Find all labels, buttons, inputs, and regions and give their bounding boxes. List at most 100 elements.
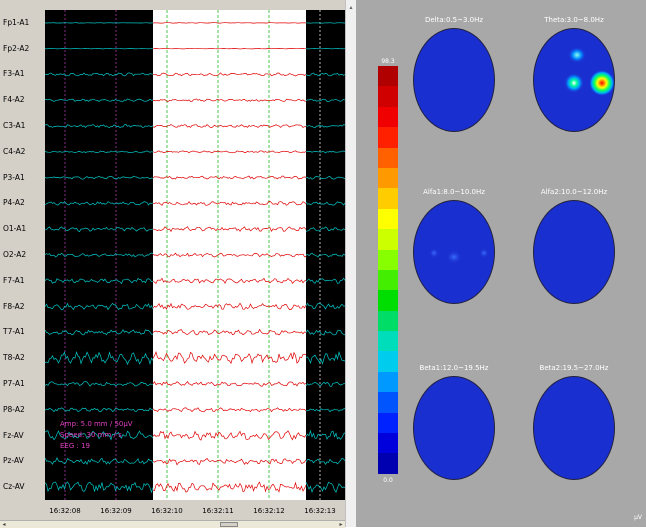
unit-label: µV — [634, 514, 642, 521]
colorbar-segment — [378, 290, 398, 311]
eeg-trace-fz-av — [305, 429, 345, 440]
channel-label: Fp2-A2 — [3, 43, 30, 53]
eeg-trace-o1-a1 — [152, 226, 307, 233]
eeg-trace-p4-a2 — [152, 200, 307, 206]
colorbar-segment — [378, 351, 398, 372]
channel-label: C3-A1 — [3, 121, 26, 131]
eeg-trace-o1-a1 — [45, 226, 154, 233]
eeg-channel-count: EEG : 19 — [60, 442, 90, 450]
eeg-trace-t7-a1 — [45, 329, 154, 336]
eeg-trace-p3-a1 — [152, 175, 307, 180]
channel-label: Cz-AV — [3, 482, 25, 492]
channel-label: P8-A2 — [3, 404, 25, 414]
amplitude-setting: Amp: 5.0 mm / 50µV — [60, 420, 133, 428]
map-title-beta2: Beta2:19.5~27.0Hz — [539, 364, 609, 372]
color-scale-bar — [378, 66, 398, 474]
map-title-beta1: Beta1:12.0~19.5Hz — [419, 364, 489, 372]
colorbar-segment — [378, 453, 398, 474]
eeg-trace-pz-av — [45, 457, 154, 466]
colorbar-segment — [378, 229, 398, 250]
time-tick-label: 16:32:12 — [253, 507, 285, 515]
recording-settings-overlay: Amp: 5.0 mm / 50µV Speed: 30 mm / s EEG … — [60, 419, 133, 452]
theta-activity-spots — [564, 47, 614, 96]
head-map-beta1[interactable] — [413, 376, 495, 480]
eeg-trace-c4-a2 — [45, 150, 154, 154]
eeg-trace-t8-a2 — [305, 350, 345, 365]
time-axis: 16:32:08 16:32:09 16:32:10 16:32:11 16:32:12… — [45, 500, 345, 520]
channel-label-column: Fp1-A1 Fp2-A2 F3-A1 F4-A2 C3-A1 C4-A2 P3-A1 P4-… — [0, 10, 45, 500]
eeg-trace-p3-a1 — [305, 175, 345, 180]
eeg-trace-c4-a2 — [305, 150, 345, 154]
eeg-trace-canvas[interactable] — [45, 10, 345, 500]
head-map-beta2[interactable] — [533, 376, 615, 480]
colorbar-segment — [378, 188, 398, 209]
time-tick-label: 16:32:13 — [304, 507, 336, 515]
channel-label: Fp1-A1 — [3, 17, 30, 27]
speed-setting: Speed: 30 mm / s — [60, 431, 122, 439]
eeg-trace-o2-a2 — [305, 252, 345, 258]
colorbar-segment — [378, 106, 398, 128]
eeg-trace-o2-a2 — [152, 252, 307, 258]
colorbar-segment — [378, 412, 398, 434]
eeg-trace-p8-a2 — [45, 407, 154, 413]
channel-label: F3-A1 — [3, 69, 25, 79]
eeg-trace-fp1-a1 — [305, 22, 345, 24]
eeg-trace-cz-av — [45, 481, 154, 494]
map-title-theta: Theta:3.0~8.0Hz — [544, 16, 604, 24]
head-map-theta[interactable] — [533, 28, 615, 132]
eeg-trace-f4-a2 — [45, 98, 154, 102]
eeg-trace-f8-a2 — [152, 302, 307, 310]
scroll-up-arrow-icon[interactable]: ▴ — [349, 4, 353, 11]
colorbar-segment — [378, 167, 398, 189]
eeg-trace-pz-av — [305, 457, 345, 465]
channel-label: F4-A2 — [3, 95, 25, 105]
eeg-trace-fz-av — [152, 430, 307, 441]
head-map-alfa1[interactable] — [413, 200, 495, 304]
colorbar-max-label: 98.3 — [381, 58, 395, 65]
eeg-trace-fp2-a2 — [152, 48, 306, 50]
channel-label: Fz-AV — [3, 430, 24, 440]
time-tick-label: 16:32:08 — [49, 507, 81, 515]
eeg-trace-p8-a2 — [305, 407, 345, 413]
eeg-trace-area[interactable] — [45, 10, 345, 500]
colorbar-segment — [378, 249, 398, 270]
eeg-trace-c4-a2 — [152, 150, 307, 154]
head-map-alfa2[interactable] — [533, 200, 615, 304]
eeg-trace-p4-a2 — [45, 200, 154, 206]
channel-label: P3-A1 — [3, 172, 25, 182]
colorbar-segment — [378, 127, 398, 148]
eeg-trace-fp2-a2 — [305, 48, 345, 50]
dark-region-right — [306, 10, 345, 500]
eeg-trace-p4-a2 — [305, 201, 345, 206]
map-title-alfa1: Alfa1:8.0~10.0Hz — [423, 188, 485, 196]
eeg-trace-fp1-a1 — [45, 22, 153, 24]
colorbar-segment — [378, 269, 398, 291]
time-tick-label: 16:32:10 — [151, 507, 183, 515]
eeg-trace-c3-a1 — [152, 124, 307, 129]
map-title-alfa2: Alfa2:10.0~12.0Hz — [540, 188, 608, 196]
eeg-trace-t8-a2 — [45, 351, 154, 366]
channel-label: F7-A1 — [3, 275, 25, 285]
head-map-delta[interactable] — [413, 28, 495, 132]
colorbar-segment — [378, 392, 398, 413]
eeg-trace-f7-a1 — [45, 277, 154, 285]
eeg-trace-fp1-a1 — [152, 22, 306, 24]
eeg-trace-t7-a1 — [152, 328, 307, 336]
vertical-scrollbar[interactable]: ▴ — [345, 0, 356, 527]
eeg-trace-panel[interactable]: Fp1-A1 Fp2-A2 F3-A1 F4-A2 C3-A1 C4-A2 P3-A1 P4-… — [0, 0, 345, 528]
colorbar-min-label: 0.0 — [383, 477, 393, 484]
eeg-trace-f3-a1 — [152, 72, 307, 77]
scroll-right-arrow-icon[interactable]: ▸ — [339, 521, 343, 528]
time-tick-label: 16:32:09 — [100, 507, 132, 515]
channel-label: F8-A2 — [3, 301, 25, 311]
horizontal-scroll-thumb[interactable] — [220, 522, 238, 527]
eeg-trace-pz-av — [152, 457, 307, 466]
eeg-trace-p3-a1 — [45, 175, 154, 180]
eeg-trace-f7-a1 — [305, 277, 345, 285]
channel-label: T7-A1 — [3, 327, 25, 337]
map-title-delta: Delta:0.5~3.0Hz — [424, 16, 484, 24]
eeg-trace-f3-a1 — [45, 72, 154, 77]
eeg-trace-p8-a2 — [152, 407, 307, 413]
scroll-left-arrow-icon[interactable]: ◂ — [2, 521, 6, 528]
eeg-trace-f8-a2 — [45, 302, 154, 311]
